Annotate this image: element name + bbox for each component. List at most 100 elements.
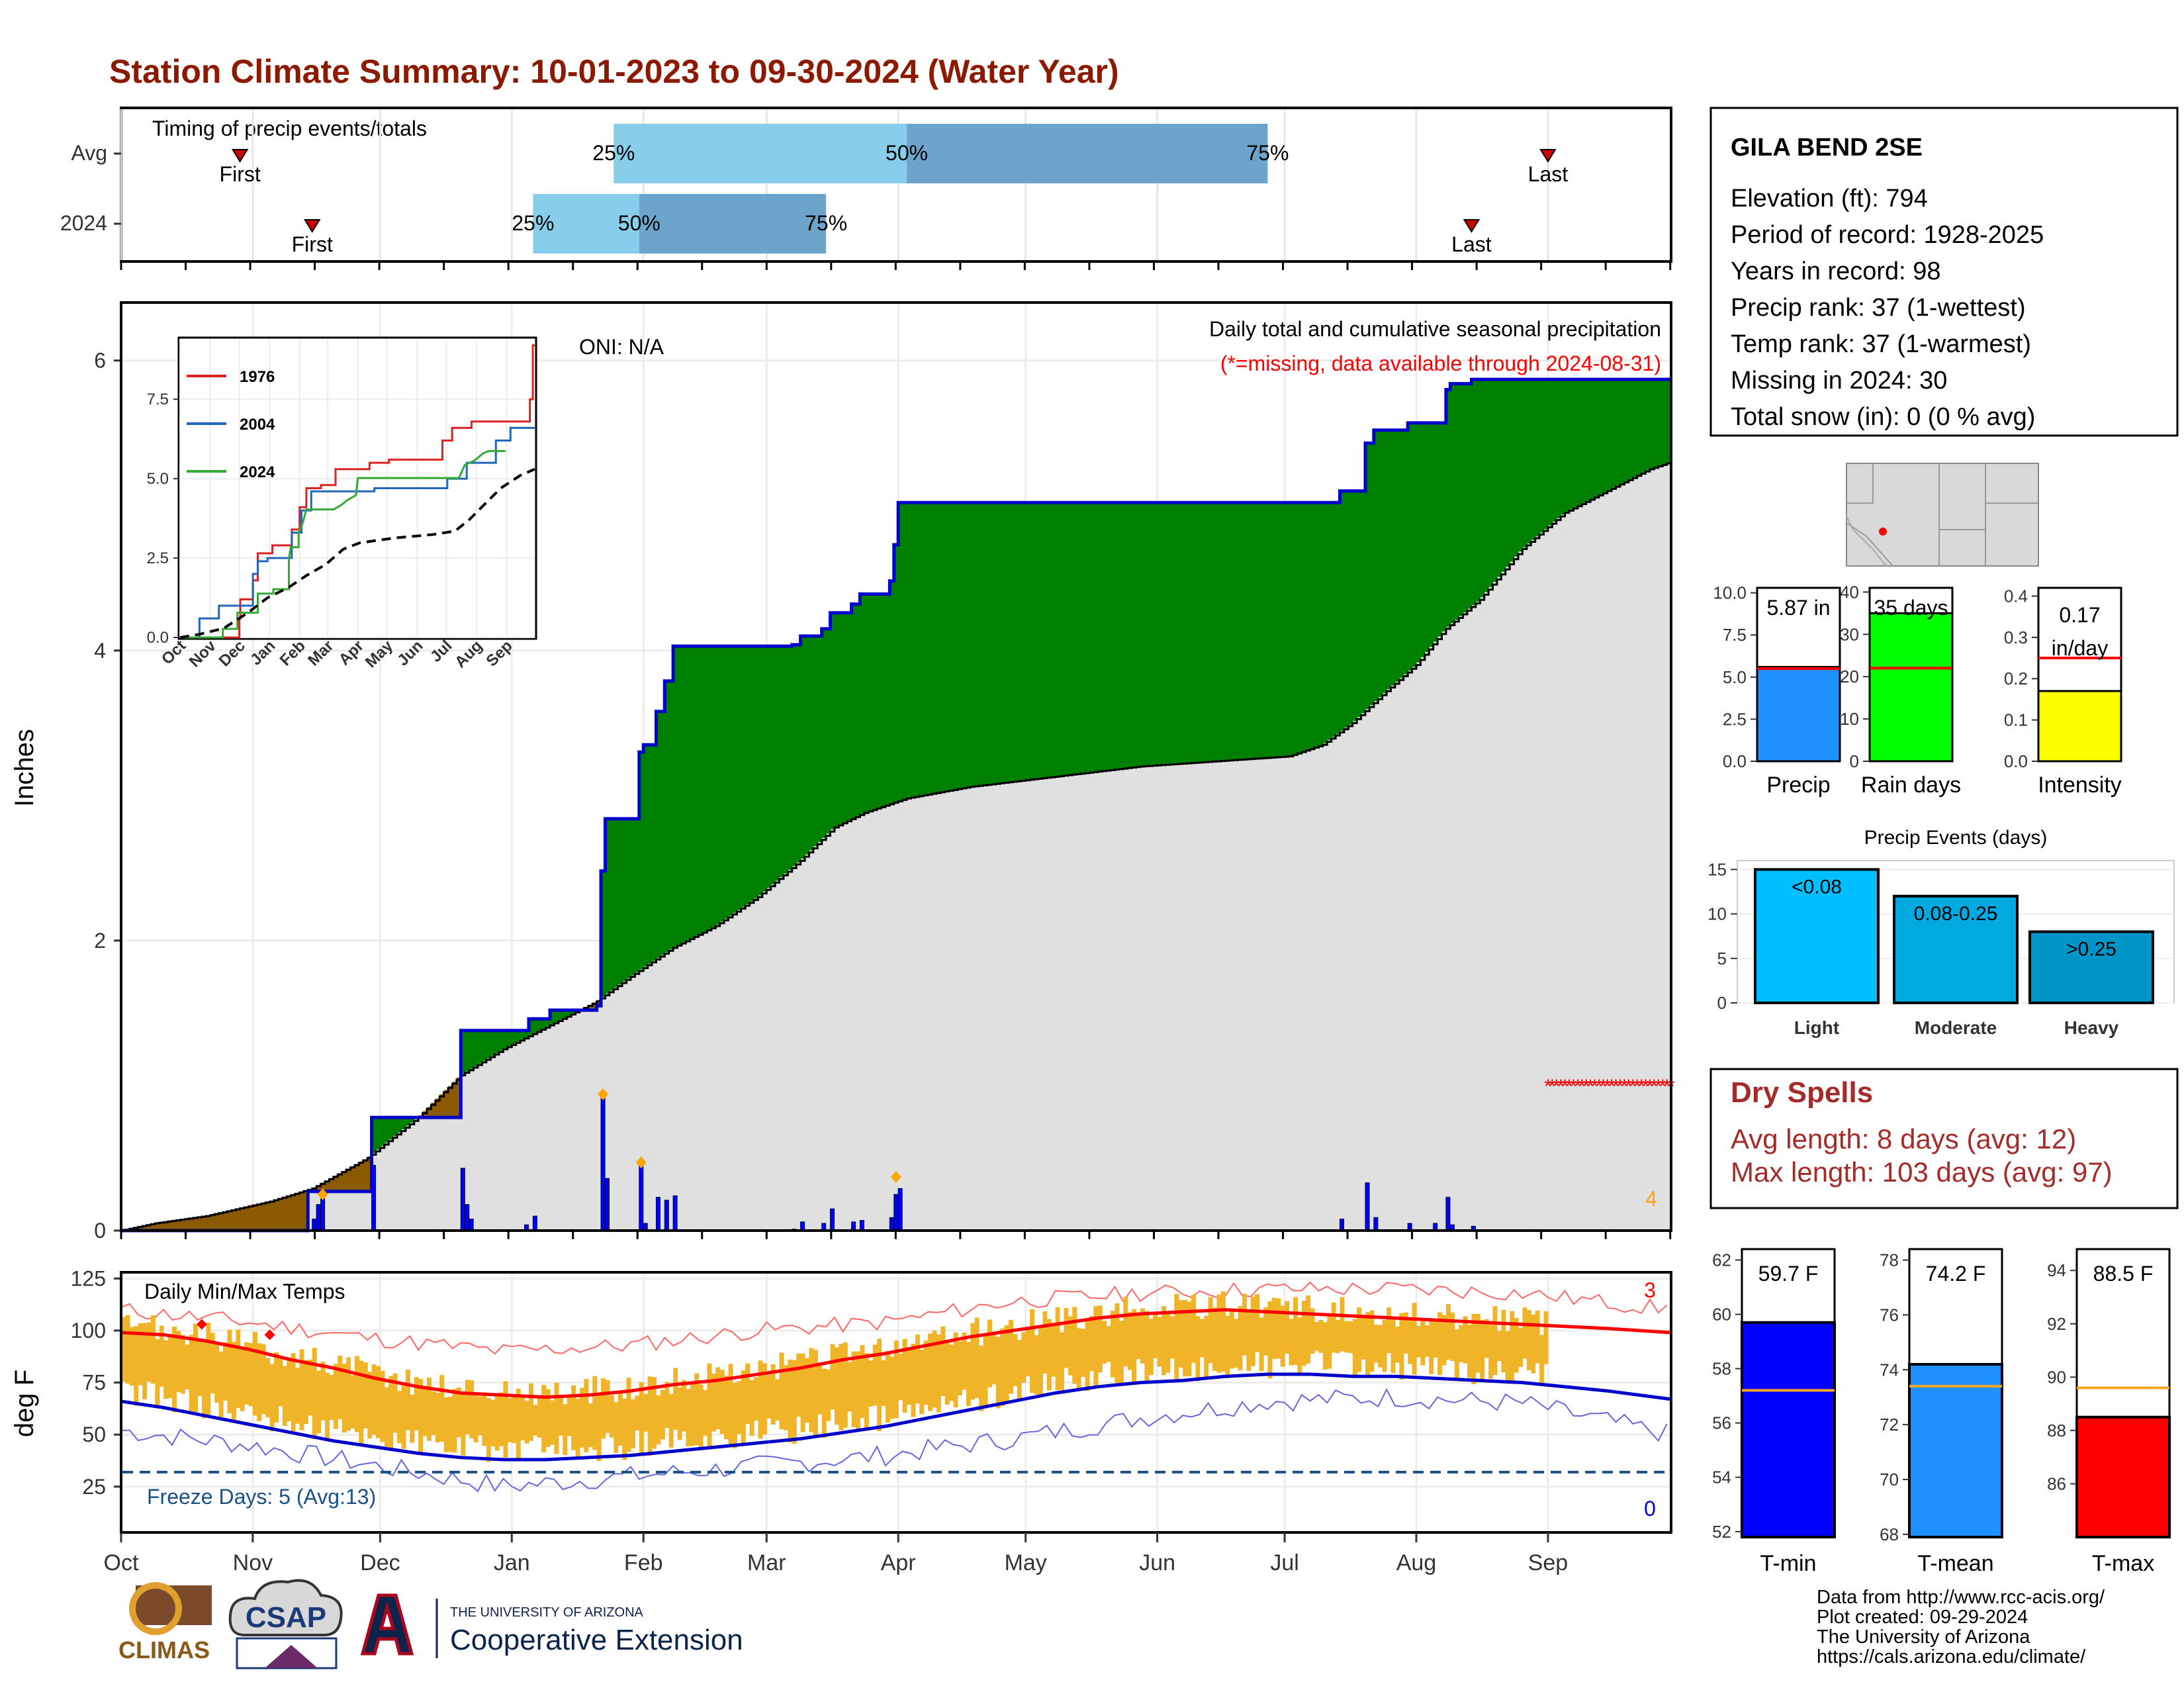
precip-daily-bar [600, 1095, 606, 1231]
station-name: GILA BEND 2SE [1731, 134, 1923, 162]
climas-logo-text: CLIMAS [118, 1636, 210, 1664]
temp-daily-bar [1085, 1321, 1090, 1391]
precip-above-avg [1076, 502, 1081, 774]
precip-above-avg [1081, 502, 1086, 774]
precip-below-avg [240, 1207, 245, 1231]
precip-below-avg [193, 1217, 199, 1231]
precip-above-avg [1038, 502, 1043, 779]
precip-above-avg [397, 1117, 402, 1133]
precip-above-avg [995, 502, 1001, 784]
temp-daily-bar [1459, 1325, 1464, 1362]
temp-daily-bar [1463, 1316, 1468, 1364]
temp-daily-bar [125, 1315, 130, 1384]
precip-above-avg [503, 1030, 508, 1049]
temp-daily-bar [732, 1382, 737, 1448]
timing-last-marker [1463, 219, 1480, 233]
temp-daily-bar [601, 1378, 606, 1439]
precip-below-avg [257, 1203, 262, 1231]
temp-daily-bar [745, 1363, 751, 1424]
temp-daily-bar [134, 1326, 139, 1406]
precip-below-avg [150, 1223, 156, 1231]
precip-above-avg [643, 745, 649, 967]
temp-daily-bar [1484, 1319, 1489, 1358]
precip-missing-marker: * [1582, 1076, 1590, 1098]
precip-above-avg [1484, 379, 1489, 592]
precip-above-avg [486, 1030, 491, 1058]
precip-above-avg [1547, 379, 1553, 526]
month-label: Jul [1270, 1550, 1298, 1575]
precip-below-avg [206, 1215, 211, 1231]
precip-above-avg [813, 635, 818, 847]
temp-daily-bar [979, 1345, 984, 1411]
precip-above-avg [1645, 379, 1651, 471]
temp-bar-y-label: 88 [2047, 1421, 2066, 1440]
precip-below-avg [273, 1199, 279, 1231]
temp-daily-bar [465, 1380, 470, 1434]
temp-daily-bar [1136, 1312, 1141, 1360]
events-bar [2028, 930, 2154, 1004]
climas-logo-swirl [129, 1582, 182, 1635]
summary-bar-value-label: in/day [2052, 636, 2108, 660]
temp-daily-bar [800, 1353, 805, 1432]
precip-above-avg [758, 646, 763, 896]
temp-record-min-trace [120, 1387, 1668, 1493]
precip-above-avg [1641, 379, 1647, 473]
temp-daily-bar [1301, 1301, 1306, 1366]
temp-daily-bar [1361, 1316, 1366, 1360]
precip-missing-marker: * [1646, 1076, 1654, 1098]
temp-daily-bar [287, 1357, 292, 1422]
temp-daily-bar [503, 1381, 508, 1458]
precip-daily-bar [830, 1208, 835, 1231]
precip-above-avg [1017, 502, 1022, 781]
temp-daily-bar [677, 1387, 682, 1440]
precip-below-avg [299, 1192, 304, 1231]
temp-daily-bar [350, 1375, 355, 1429]
precip-above-avg [554, 1010, 559, 1023]
temp-daily-bar [1060, 1332, 1065, 1390]
precip-above-avg [839, 612, 844, 825]
temp-daily-bar [1543, 1311, 1549, 1364]
precip-large-event-marker [598, 1088, 609, 1101]
precip-above-avg [668, 680, 674, 950]
precip-below-avg [367, 1156, 373, 1192]
inset-y-tick-label: 5.0 [147, 470, 169, 488]
temp-daily-bar [907, 1350, 912, 1405]
credit-line: Plot created: 09-29-2024 [1817, 1607, 2028, 1628]
temp-daily-bar [1068, 1316, 1073, 1376]
temp-daily-bar [341, 1364, 347, 1432]
temp-daily-bar [257, 1343, 262, 1421]
temp-daily-bar [592, 1376, 598, 1450]
precip-below-avg [227, 1211, 232, 1231]
precip-above-avg [1378, 430, 1383, 698]
precip-above-avg [987, 502, 992, 785]
temp-daily-bar [690, 1383, 695, 1446]
temp-daily-bar [218, 1351, 224, 1421]
temp-daily-bar [1535, 1310, 1540, 1364]
temp-daily-bar [236, 1329, 241, 1409]
events-y-label: 15 [1707, 859, 1727, 879]
timing-first-label: First [220, 162, 261, 186]
precip-above-avg [715, 646, 721, 925]
temp-daily-bar [1314, 1322, 1320, 1351]
temp-daily-bar [1132, 1309, 1137, 1385]
temp-daily-bar [728, 1364, 733, 1446]
temp-daily-bar [842, 1342, 848, 1428]
precip-avg-line [121, 461, 1672, 1232]
temp-daily-bar [966, 1342, 971, 1406]
temp-daily-bar [1331, 1302, 1336, 1353]
precip-above-avg [1615, 379, 1621, 486]
temp-daily-bar [1357, 1307, 1362, 1372]
precip-above-avg [821, 628, 827, 838]
temp-daily-bar [367, 1372, 373, 1439]
temp-daily-bar [1390, 1318, 1396, 1374]
temp-bar-y-label: 90 [2047, 1367, 2066, 1387]
temp-daily-bar [563, 1404, 568, 1455]
temp-daily-bar [1157, 1317, 1162, 1367]
precip-above-avg [902, 502, 907, 800]
timing-last-label: Last [1451, 232, 1492, 256]
temp-bar-y-label: 60 [1712, 1304, 1731, 1324]
temp-daily-bar [121, 1317, 126, 1382]
month-label: Sep [1528, 1550, 1569, 1575]
precip-below-avg [180, 1219, 185, 1231]
credit-line: https://cals.arizona.edu/climate/ [1817, 1646, 2086, 1667]
